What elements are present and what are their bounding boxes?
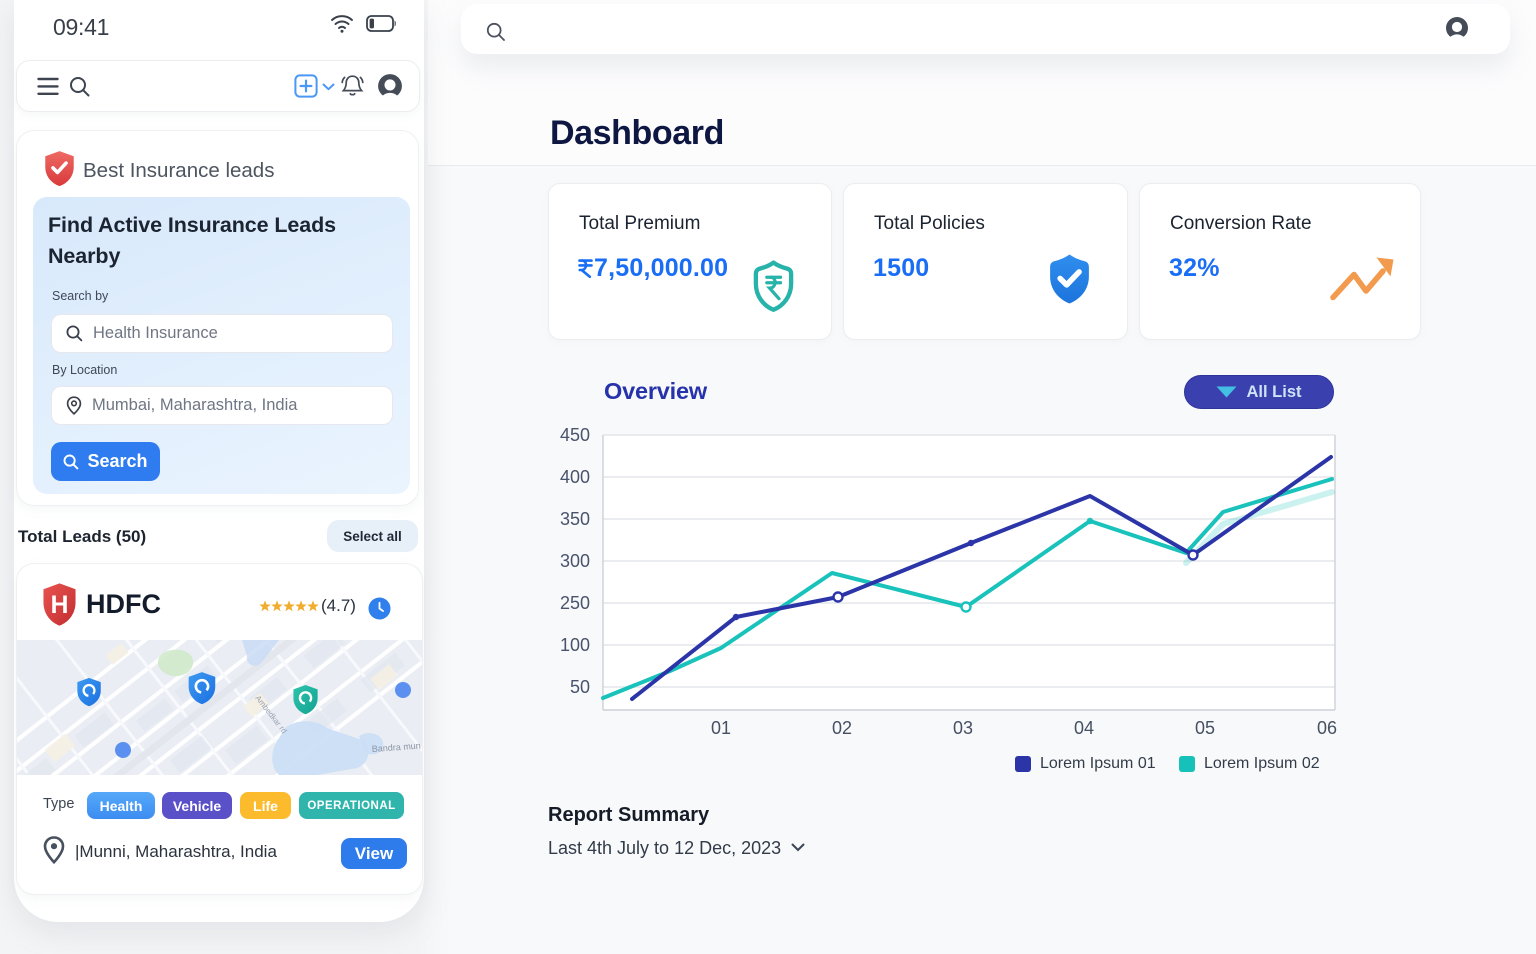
svg-text:03: 03	[953, 718, 973, 738]
svg-text:100: 100	[560, 635, 590, 655]
svg-text:H: H	[51, 592, 69, 619]
svg-text:400: 400	[560, 467, 590, 487]
svg-text:06: 06	[1317, 718, 1337, 738]
svg-text:250: 250	[560, 593, 590, 613]
svg-text:01: 01	[711, 718, 731, 738]
svg-text:350: 350	[560, 509, 590, 529]
svg-text:50: 50	[570, 677, 590, 697]
svg-text:04: 04	[1074, 718, 1094, 738]
svg-text:02: 02	[832, 718, 852, 738]
svg-text:Bandra mun: Bandra mun	[371, 741, 421, 754]
svg-text:450: 450	[560, 425, 590, 445]
svg-text:05: 05	[1195, 718, 1215, 738]
svg-text:300: 300	[560, 551, 590, 571]
